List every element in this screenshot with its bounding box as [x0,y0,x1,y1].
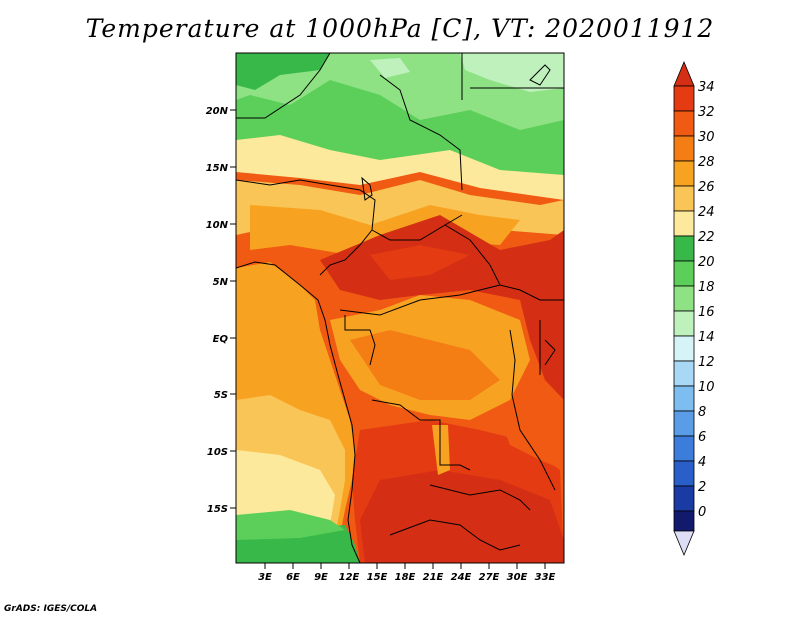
colorbar-below-0 [673,510,695,532]
grads-credit: GrADS: IGES/COLA [4,604,98,614]
lon-label-6e: 6E [286,572,300,583]
ocean-22-24 [236,450,335,525]
colorbar-8-10 [673,385,695,412]
lat-label-10s: 10S [207,447,228,458]
patch-14-16 [370,58,410,78]
lon-label-30e: 30E [507,572,528,583]
lake-victoria [539,320,556,375]
colorbar-4-6 [673,435,695,462]
map-title: Temperature at 1000hPa [C], VT: 20200119… [85,14,715,43]
colorbar-label-32: 32 [698,105,715,120]
longitude-axis: 3E 6E 9E 12E 15E 18E 21E 24E 27E 30E 33E [258,563,556,583]
colorbar-26-28 [673,160,695,187]
border-gabon [344,315,376,366]
colorbar-6-8 [673,410,695,437]
colorbar-label-18: 18 [698,280,715,295]
border-chad-sudan [379,74,463,191]
colorbar-label-0: 0 [698,505,706,520]
country-borders [236,53,564,563]
border-car-south [339,284,564,316]
colorbar-32-34 [673,85,695,112]
colorbar-label-2: 2 [698,480,706,495]
lon-label-15e: 15E [367,572,388,583]
south-patch-26-28 [432,425,450,475]
border-east-rift [509,329,556,491]
border-zambia [429,484,531,511]
lon-label-24e: 24E [451,572,472,583]
lon-label-21e: 21E [423,572,444,583]
colorbar-20-22 [673,235,695,262]
band-14-16-ne [460,53,564,92]
south-above-34 [360,470,564,563]
border-sahel [236,179,376,231]
colorbar [673,60,695,557]
basin-28-30 [350,330,500,400]
border-car-north [371,214,463,241]
colorbar-label-14: 14 [698,330,715,345]
colorbar-label-34: 34 [698,80,715,95]
colorbar-label-10: 10 [698,380,715,395]
colorbar-label-26: 26 [698,180,715,195]
colorbar-label-4: 4 [698,455,706,470]
map-frame [235,52,565,564]
lon-label-12e: 12E [339,572,360,583]
lat-label-15s: 15S [207,504,228,515]
temperature-field [236,53,564,563]
band-20-22-nw [236,53,330,90]
lon-label-18e: 18E [395,572,416,583]
colorbar-label-6: 6 [698,430,706,445]
lat-label-15n: 15N [206,163,229,174]
colorbar-label-8: 8 [698,405,706,420]
colorbar-28-30 [673,135,695,162]
lake-chad [361,176,373,201]
lon-label-9e: 9E [314,572,328,583]
lat-label-5s: 5S [214,390,228,401]
sinai-coast [529,64,551,86]
colorbar-18-20 [673,260,695,287]
colorbar-16-18 [673,285,695,312]
border-namibia-botswana [389,519,521,551]
lon-label-27e: 27E [479,572,500,583]
band-26-28-sahel [250,205,520,255]
latitude-axis: 20N 15N 10N 5N EQ 5S 10S 15S [206,106,236,515]
colorbar-10-12 [673,360,695,387]
lon-label-3e: 3E [258,572,272,583]
colorbar-label-24: 24 [698,205,715,220]
colorbar-24-26 [673,185,695,212]
colorbar-top-arrow [673,60,695,87]
east-above-34 [520,300,564,400]
lat-label-20n: 20N [206,106,229,117]
lat-label-10n: 10N [206,220,229,231]
colorbar-2-4 [673,460,695,487]
colorbar-22-24 [673,210,695,237]
band-32-34-central [370,245,470,280]
colorbar-label-28: 28 [698,155,715,170]
ocean-18-20-south [236,510,345,540]
band-above-34-central [320,215,564,330]
colorbar-label-30: 30 [698,130,715,145]
border-sudan-south [444,224,501,286]
colorbar-label-20: 20 [698,255,715,270]
border-drc-angola [371,399,471,471]
border-nw [236,53,331,119]
colorbar-12-14 [673,335,695,362]
colorbar-label-16: 16 [698,305,715,320]
lat-label-eq: EQ [213,334,229,345]
colorbar-labels: 34 32 30 28 26 24 22 20 18 16 14 12 10 8… [698,80,715,520]
lon-label-33e: 33E [535,572,556,583]
colorbar-label-12: 12 [698,355,715,370]
colorbar-14-16 [673,310,695,337]
east-30-32 [500,410,564,470]
colorbar-bottom-arrow [673,530,695,557]
border-nigeria-cameroon [319,229,373,276]
colorbar-label-22: 22 [698,230,715,245]
colorbar-0-2 [673,485,695,512]
lat-label-5n: 5N [213,277,229,288]
colorbar-30-32 [673,110,695,137]
coastline [236,261,361,563]
